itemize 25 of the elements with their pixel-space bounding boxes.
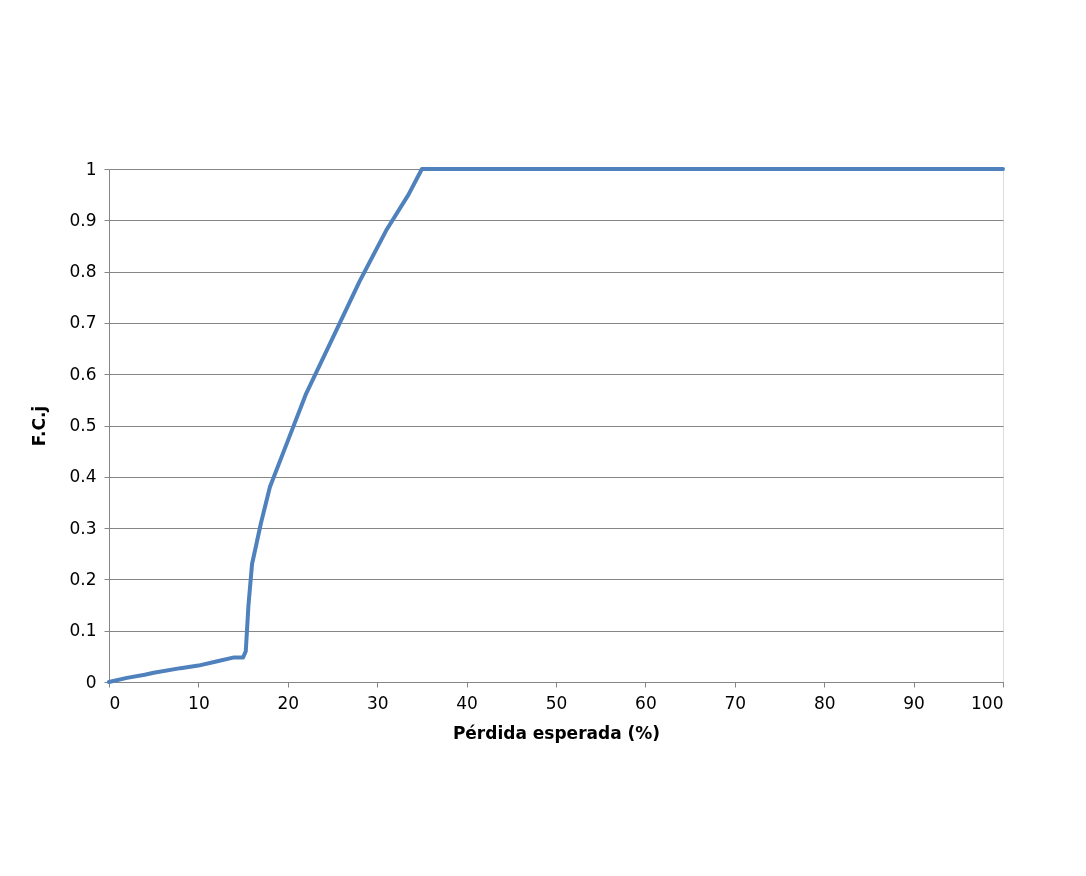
y-tick-label: 0.1 (69, 620, 97, 641)
y-tick-label: 0.8 (69, 261, 97, 282)
x-tick-label: 10 (188, 692, 210, 713)
y-tick-label: 0.2 (69, 568, 97, 589)
y-tick-label: 1 (85, 158, 97, 179)
y-tick-label: 0.4 (69, 466, 97, 487)
y-axis-title: F.C.j (29, 405, 50, 447)
x-tick-label: 70 (724, 692, 747, 713)
y-tick-label: 0.3 (69, 517, 97, 538)
x-tick-label: 30 (366, 692, 389, 713)
x-tick-label: 0 (109, 692, 121, 713)
y-tick-label: 0 (85, 671, 97, 692)
x-tick-label: 100 (971, 692, 1004, 713)
x-tick-label: 50 (545, 692, 568, 713)
y-tick-label: 0.5 (69, 415, 97, 435)
x-axis-title: Pérdida esperada (%) (452, 722, 661, 743)
x-tick-label: 80 (813, 692, 836, 713)
y-tick-label: 0.6 (69, 363, 97, 384)
line-series (107, 167, 1005, 684)
x-tick-label: 90 (903, 692, 925, 713)
x-tick-label: 60 (635, 692, 657, 713)
x-tick-label: 40 (456, 692, 478, 713)
y-tick-label: 0.9 (69, 209, 97, 230)
x-tick-label: 20 (277, 692, 300, 713)
y-tick-label: 0.7 (69, 312, 97, 333)
